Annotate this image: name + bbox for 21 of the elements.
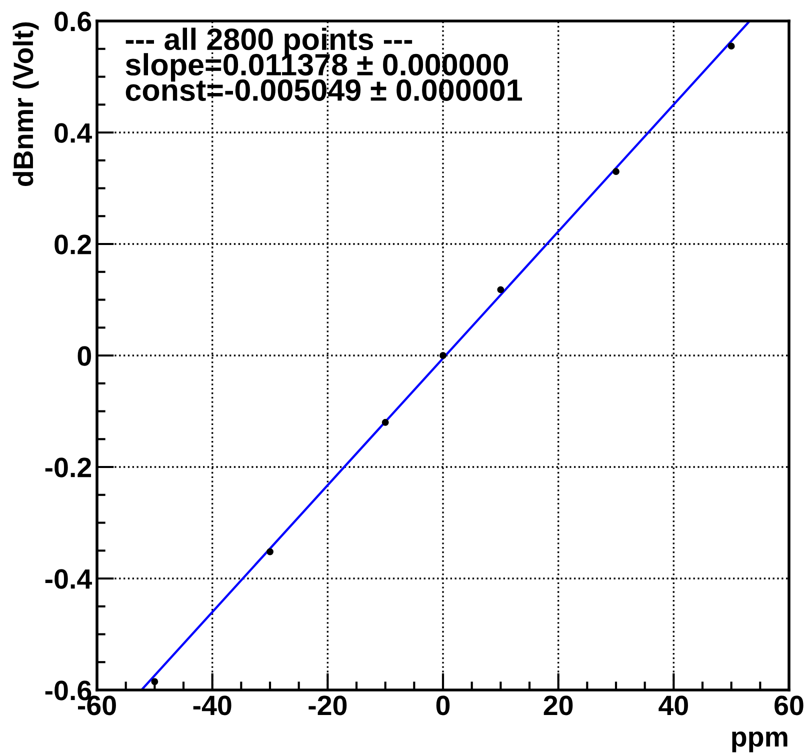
point	[612, 168, 620, 175]
x-tick-label: 40	[658, 696, 688, 716]
point	[440, 352, 446, 359]
x-tick-label: 0	[436, 696, 450, 716]
y-tick-label: 0.2	[54, 234, 92, 254]
x-tick-label: 20	[544, 696, 573, 716]
x-tick-label: 60	[774, 696, 804, 716]
y-axis-title: dBnmr (Volt)	[12, 22, 39, 186]
x-axis-title: ppm	[732, 731, 788, 752]
y-tick-label: 0.4	[54, 123, 92, 143]
point	[151, 678, 158, 686]
point	[497, 286, 504, 294]
x-tick-label: -40	[193, 696, 232, 716]
y-tick-label: -0.4	[45, 569, 92, 589]
x-tick-label: -20	[308, 696, 347, 716]
point	[382, 418, 389, 426]
point	[728, 42, 735, 50]
y-tick-label: 0	[78, 346, 91, 366]
y-tick-label: -0.2	[45, 458, 92, 478]
y-tick-label: 0.6	[54, 12, 92, 32]
point	[266, 548, 274, 556]
